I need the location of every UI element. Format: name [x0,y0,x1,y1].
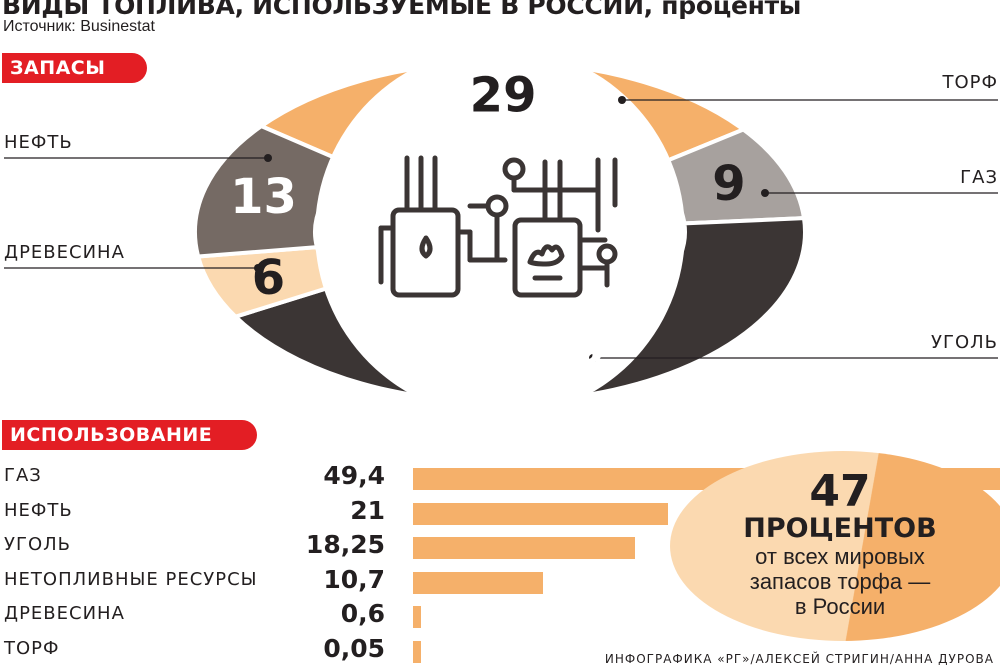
bar-category-label-5: ТОРФ [4,637,60,659]
bar-category-label-0: ГАЗ [4,465,42,486]
donut-category-label-0: ТОРФ [941,72,998,93]
donut-category-label-2: УГОЛЬ [931,332,998,353]
bar-value-label-0: 49,4 [323,461,385,490]
donut-value-label-3: 6 [252,250,285,306]
donut-value-label-1: 9 [712,156,745,212]
donut-leader-lines [4,96,998,362]
callout-line-3: в России [794,594,886,619]
reserves-donut-chart: 29 9 43 6 13 ТОРФ ГАЗ УГОЛЬ ДРЕВЕСИНА НЕФТЬ [4,47,998,417]
bar-value-label-2: 18,25 [305,530,385,559]
bar-value-label-1: 21 [350,495,385,525]
donut-category-label-1: ГАЗ [960,167,998,188]
credit-line: ИНФОГРАФИКА «РГ»/АЛЕКСЕЙ СТРИГИН/АННА ДУ… [604,652,994,666]
bar-1 [413,502,669,525]
leader-dot-4 [264,154,272,162]
bar-category-label-3: НЕТОПЛИВНЫЕ РЕСУРСЫ [4,568,258,590]
donut-category-labels: ТОРФ ГАЗ УГОЛЬ ДРЕВЕСИНА НЕФТЬ [4,72,998,353]
leader-dot-1 [761,189,769,197]
leader-dot-3 [254,264,262,272]
donut-hole [315,47,685,417]
bar-value-label-3: 10,7 [323,564,385,594]
bar-category-label-4: ДРЕВЕСИНА [4,603,125,624]
page-title: ВИДЫ ТОПЛИВА, ИСПОЛЬЗУЕМЫЕ В РОССИИ, про… [2,0,802,20]
leader-dot-2 [589,354,597,362]
callout-line-2: запасов торфа — [749,569,931,594]
donut-category-label-4: НЕФТЬ [4,132,73,153]
bar-category-label-1: НЕФТЬ [4,499,73,521]
peat-callout-ellipse [670,451,1000,641]
callout-word: ПРОЦЕНТОВ [743,513,937,544]
donut-value-label-2: 43 [539,336,606,392]
bar-value-label-4: 0,6 [340,599,385,628]
donut-value-label-0: 29 [470,68,537,124]
peat-callout: 47 ПРОЦЕНТОВ от всех мировых запасов тор… [690,466,990,620]
section-tag-usage: ИСПОЛЬЗОВАНИЕ [2,420,257,450]
bar-2 [413,537,635,559]
section-tag-reserves: ЗАПАСЫ [2,53,147,83]
boiler-icon [378,155,618,298]
donut-value-label-4: 13 [230,169,297,225]
bar-value-label-5: 0,05 [323,633,385,663]
leader-dot-0 [618,96,626,104]
source-note: Источник: Businestat [3,18,155,35]
bar-3 [413,571,543,594]
donut-value-labels: 29 9 43 6 13 [230,68,746,393]
bar-4 [413,606,421,628]
bar-5 [413,640,421,663]
bar-category-label-2: УГОЛЬ [4,534,71,555]
callout-line-1: от всех мировых [755,544,925,569]
donut-category-label-3: ДРЕВЕСИНА [4,242,125,263]
callout-number: 47 [809,466,871,517]
